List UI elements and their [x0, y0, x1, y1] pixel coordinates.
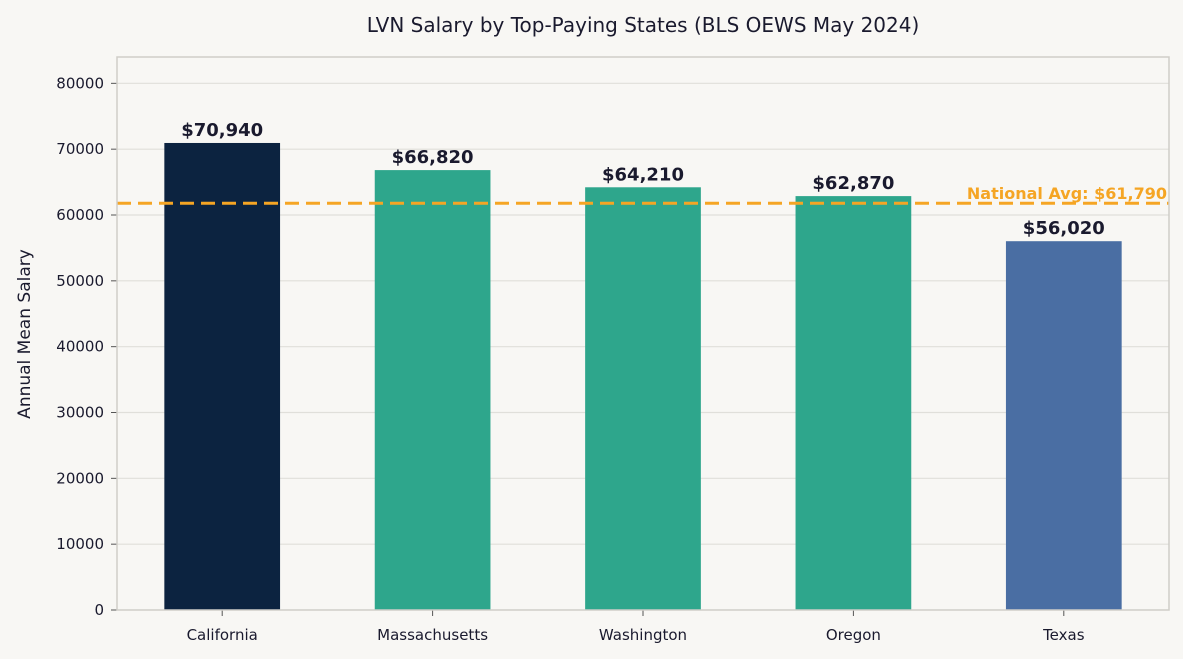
bar-value-label: $66,820 [392, 147, 474, 168]
y-tick-label: 10000 [56, 535, 104, 553]
bar-value-label: $70,940 [181, 120, 263, 141]
x-tick-label: Washington [599, 626, 687, 644]
bar [1005, 241, 1122, 610]
chart-title: LVN Salary by Top-Paying States (BLS OEW… [367, 13, 920, 37]
bars [164, 142, 1122, 610]
bar-value-label: $56,020 [1023, 218, 1105, 239]
y-tick-label: 20000 [56, 469, 104, 487]
bar [585, 187, 701, 610]
x-tick-label: California [187, 626, 258, 644]
axes [111, 56, 1170, 616]
y-tick-label: 0 [94, 601, 104, 619]
bar-value-label: $64,210 [602, 164, 684, 185]
x-tick-label: Texas [1042, 626, 1085, 644]
x-tick-label: Oregon [826, 626, 881, 644]
y-tick-label: 30000 [56, 404, 104, 422]
y-tick-label: 60000 [56, 206, 104, 224]
bar [795, 196, 912, 610]
bar-value-label: $62,870 [812, 173, 894, 194]
y-tick-label: 50000 [56, 272, 104, 290]
bar [374, 170, 491, 610]
national-average-label: National Avg: $61,790 [967, 184, 1167, 203]
y-tick-label: 40000 [56, 338, 104, 356]
x-tick-label: Massachusetts [377, 626, 488, 644]
labels: 0 10000 20000 30000 40000 50000 60000 70000 8000… [56, 74, 1167, 644]
bar [164, 142, 281, 610]
y-axis-label: Annual Mean Salary [15, 249, 35, 419]
plot-frame [116, 56, 1170, 611]
y-tick-label: 80000 [56, 74, 104, 92]
y-tick-label: 70000 [56, 140, 104, 158]
